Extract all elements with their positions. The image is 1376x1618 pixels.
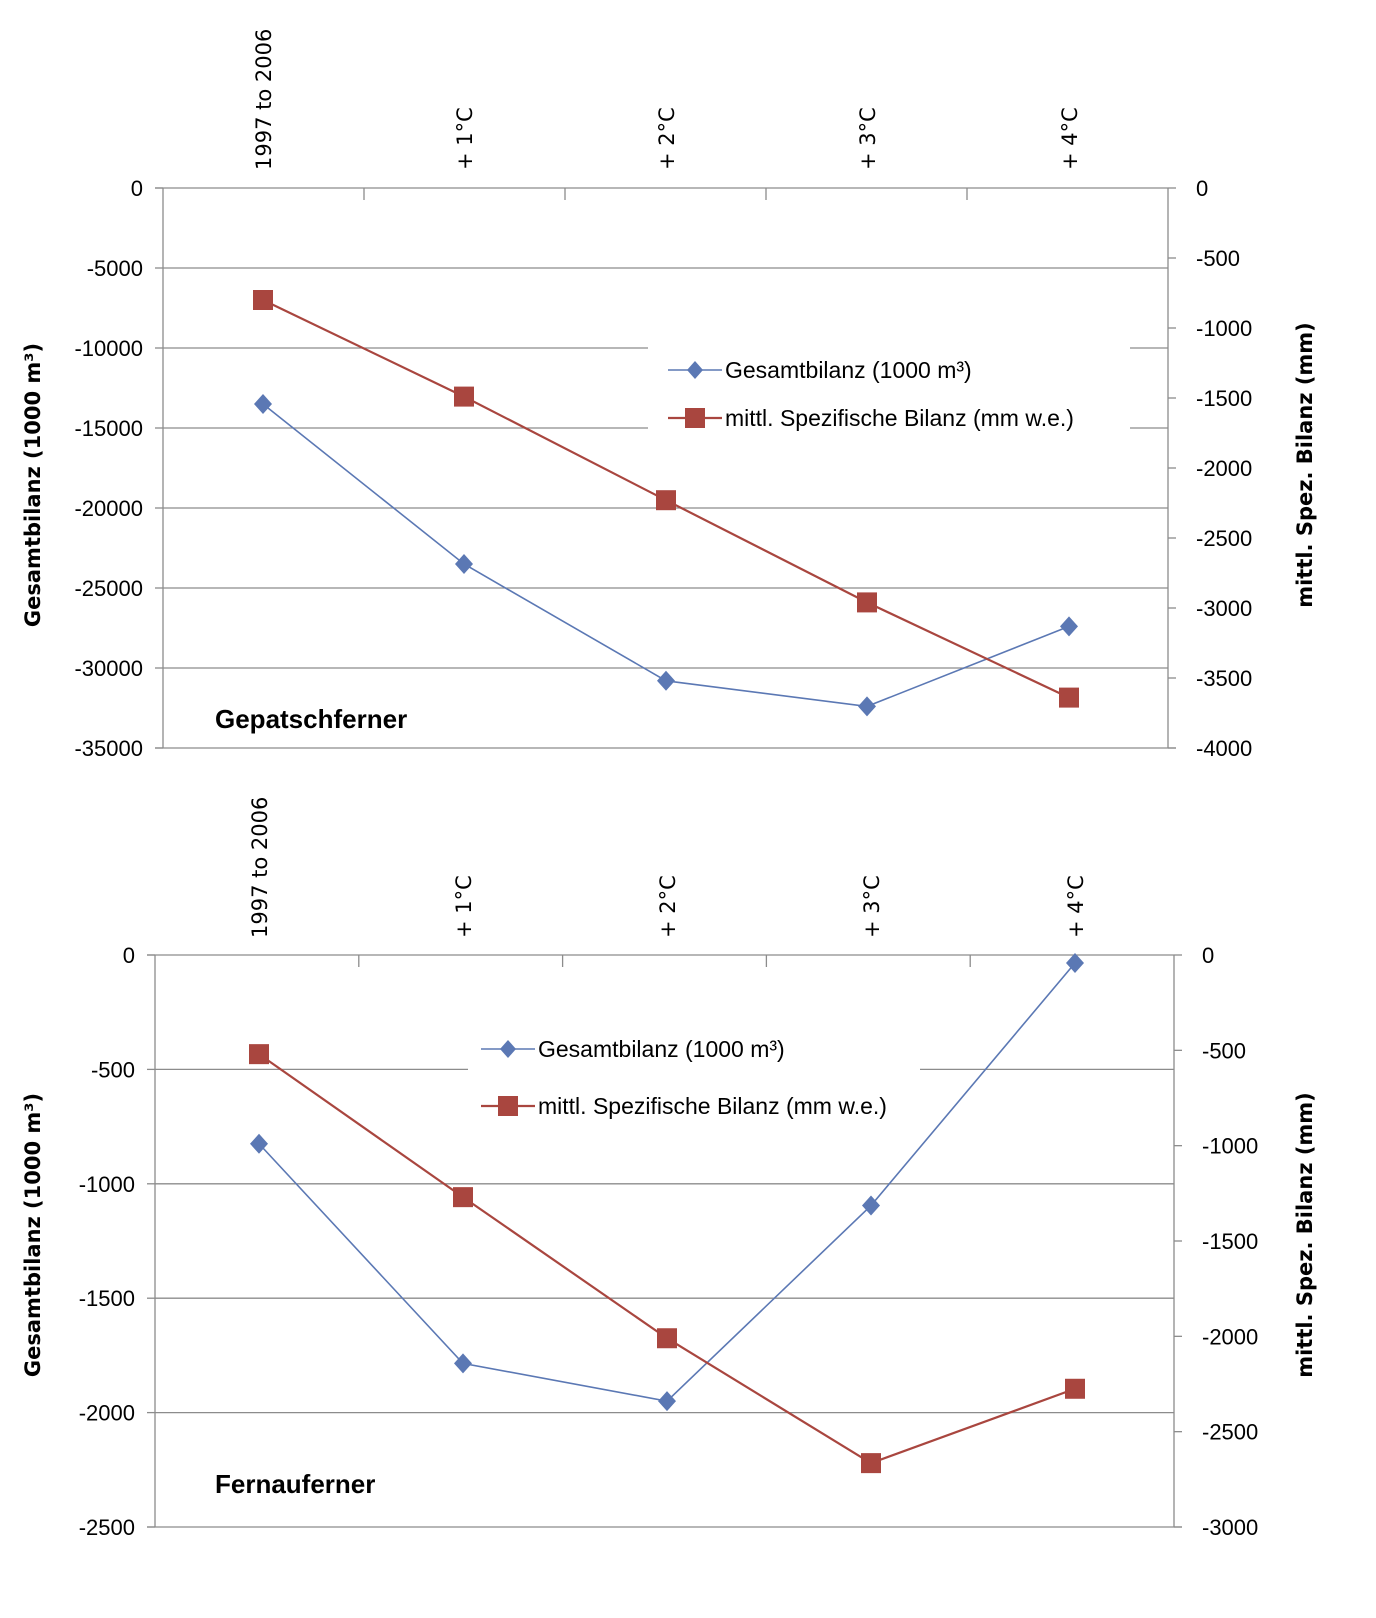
y-tick-label: -20000 — [74, 496, 143, 521]
legend-square-icon — [498, 1096, 518, 1116]
data-point-square — [253, 290, 273, 310]
legend-entry: Gesamtbilanz (1000 m³) — [668, 357, 972, 383]
y-tick-label: -5000 — [87, 256, 143, 281]
chart-panel-1: 0-5000-10000-15000-20000-25000-30000-350… — [21, 29, 1317, 761]
y2-tick-label: -3000 — [1202, 1515, 1258, 1540]
y2-tick-label: -4000 — [1196, 736, 1252, 761]
data-point-diamond — [858, 696, 876, 717]
legend-entry: mittl. Spezifische Bilanz (mm w.e.) — [668, 405, 1074, 431]
legend-background — [648, 345, 1130, 443]
series-spezifische-bilanz — [253, 290, 1079, 708]
y-tick-label: -35000 — [74, 736, 143, 761]
data-point-square — [656, 490, 676, 511]
y2-tick-label: -1000 — [1202, 1134, 1258, 1159]
category-label: + 2°C — [655, 107, 679, 170]
y-axis-title: Gesamtbilanz (1000 m³) — [21, 343, 45, 627]
data-point-diamond — [454, 1353, 472, 1374]
y2-tick-label: -3500 — [1196, 666, 1252, 691]
y-tick-label: -10000 — [74, 336, 143, 361]
legend-entry: Gesamtbilanz (1000 m³) — [481, 1036, 785, 1062]
y2-tick-label: -2500 — [1202, 1420, 1258, 1445]
data-point-diamond — [1066, 953, 1084, 974]
y2-axis-title: mittl. Spez. Bilanz (mm) — [1293, 1092, 1317, 1378]
category-label: + 3°C — [856, 107, 880, 170]
y-tick-label: 0 — [131, 176, 143, 201]
data-point-diamond — [657, 670, 675, 691]
series-spezifische-bilanz — [249, 1044, 1085, 1474]
series-line — [262, 403, 1070, 708]
legend-diamond-icon — [687, 361, 703, 379]
data-point-diamond — [1060, 616, 1078, 637]
y-tick-label: -30000 — [74, 656, 143, 681]
chart-panel-2: 0 -500 -1000 -1500 -2000 -2500 0 -500 -1000 -1500… — [21, 797, 1317, 1540]
category-label: + 4°C — [1064, 875, 1088, 938]
legend-diamond-icon — [500, 1040, 516, 1058]
y2-tick-label: -1500 — [1202, 1229, 1258, 1254]
data-point-square — [454, 386, 474, 407]
data-point-diamond — [658, 1391, 676, 1412]
category-label: + 1°C — [452, 875, 476, 938]
legend-label: mittl. Spezifische Bilanz (mm w.e.) — [725, 405, 1074, 431]
y-tick-label: -2500 — [79, 1515, 135, 1540]
legend-square-icon — [685, 408, 705, 428]
y2-tick-label: 0 — [1202, 943, 1214, 968]
y2-axis-title: mittl. Spez. Bilanz (mm) — [1293, 322, 1317, 608]
y2-tick-label: -2500 — [1196, 526, 1252, 551]
y-tick-label: -1000 — [79, 1172, 135, 1197]
y2-tick-label: -2000 — [1196, 456, 1252, 481]
data-point-square — [453, 1187, 473, 1208]
y2-tick-label: -500 — [1202, 1038, 1246, 1063]
y-tick-label: -25000 — [74, 576, 143, 601]
data-point-square — [1065, 1378, 1085, 1399]
category-label: + 2°C — [656, 875, 680, 938]
y-tick-label: -500 — [91, 1057, 135, 1082]
y-tick-label: -1500 — [79, 1286, 135, 1311]
y-tick-label: 0 — [123, 943, 135, 968]
category-label: 1997 to 2006 — [248, 797, 272, 938]
chart-title: Gepatschferner — [215, 704, 407, 734]
data-point-diamond — [254, 394, 272, 414]
data-point-diamond — [250, 1133, 268, 1154]
y2-tick-label: -1000 — [1196, 316, 1252, 341]
y-axis-title: Gesamtbilanz (1000 m³) — [21, 1093, 45, 1377]
data-point-square — [857, 592, 877, 613]
y2-tick-label: -500 — [1196, 246, 1240, 271]
legend-entry: mittl. Spezifische Bilanz (mm w.e.) — [481, 1093, 887, 1119]
y-tick-label: -15000 — [74, 416, 143, 441]
category-label: + 4°C — [1058, 107, 1082, 170]
series-gesamtbilanz — [254, 394, 1078, 717]
data-point-square — [861, 1453, 881, 1474]
data-point-square — [1059, 687, 1079, 708]
legend-label: Gesamtbilanz (1000 m³) — [725, 357, 972, 383]
chart-title: Fernauferner — [215, 1469, 375, 1499]
legend-label: Gesamtbilanz (1000 m³) — [538, 1036, 785, 1062]
y2-tick-label: -1500 — [1196, 386, 1252, 411]
y2-tick-label: -3000 — [1196, 596, 1252, 621]
data-point-diamond — [455, 554, 473, 574]
legend-label: mittl. Spezifische Bilanz (mm w.e.) — [538, 1093, 887, 1119]
category-label: 1997 to 2006 — [252, 29, 276, 170]
y2-tick-label: 0 — [1196, 176, 1208, 201]
category-label: + 3°C — [860, 875, 884, 938]
data-point-square — [657, 1328, 677, 1349]
legend-background — [468, 1024, 920, 1131]
y-tick-label: -2000 — [79, 1401, 135, 1426]
category-label: + 1°C — [453, 107, 477, 170]
y2-tick-label: -2000 — [1202, 1324, 1258, 1349]
data-point-diamond — [862, 1195, 880, 1216]
series-gesamtbilanz — [250, 953, 1084, 1412]
data-point-square — [249, 1044, 269, 1065]
